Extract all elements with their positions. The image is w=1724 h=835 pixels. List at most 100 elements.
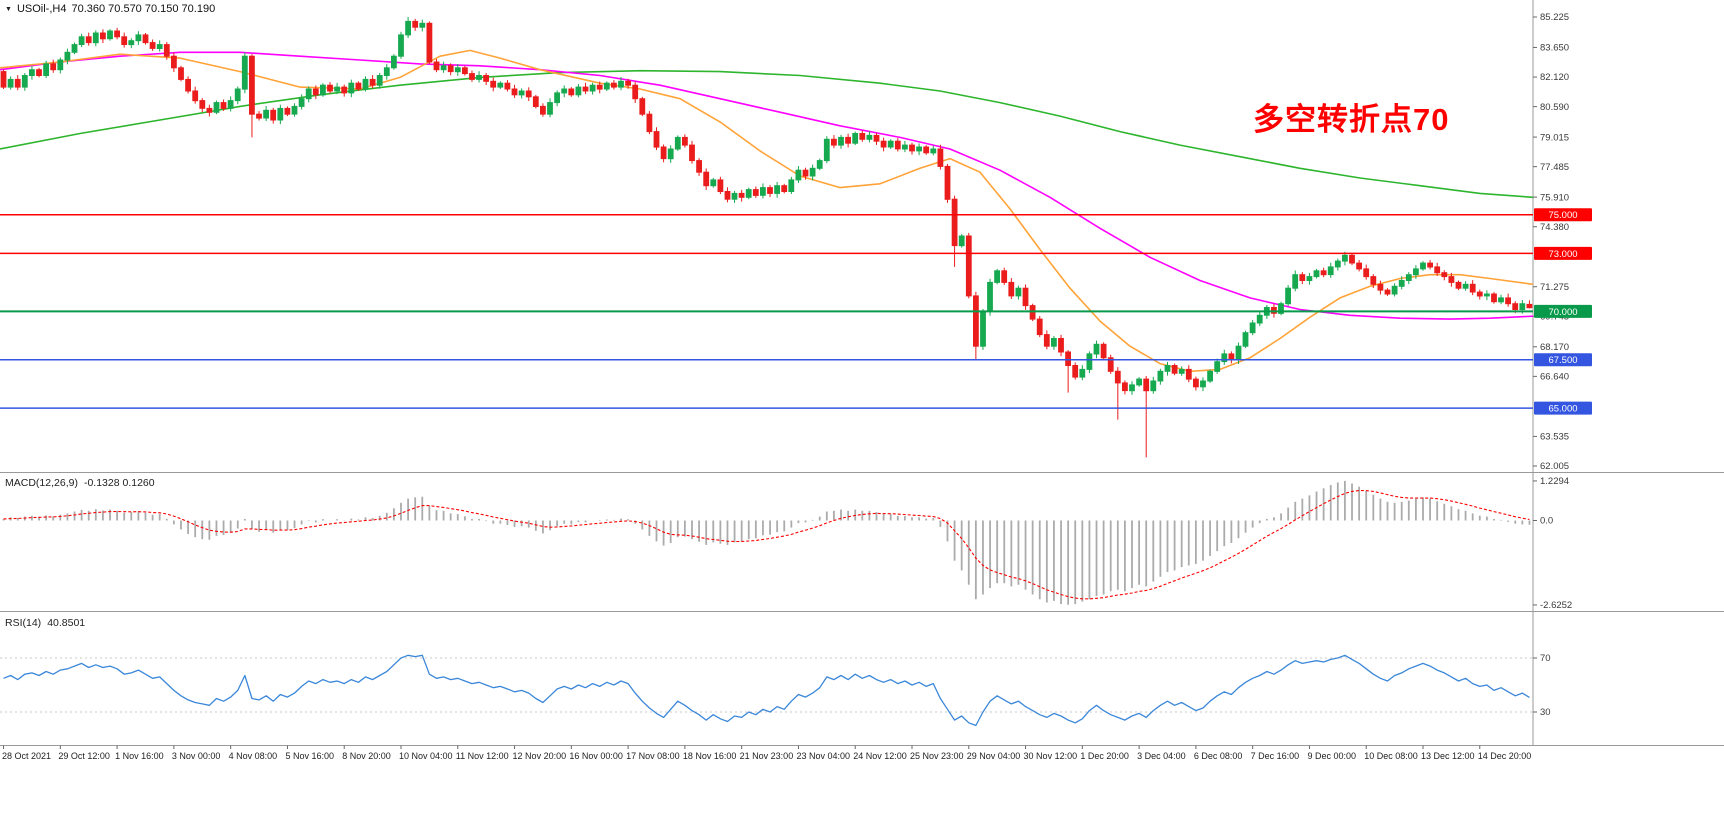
candle-down bbox=[1171, 365, 1178, 374]
candle-down bbox=[433, 61, 440, 71]
time-axis-label: 3 Nov 00:00 bbox=[172, 751, 221, 761]
candle-down bbox=[951, 198, 958, 247]
candle-up bbox=[987, 281, 993, 312]
candle-up bbox=[1391, 285, 1398, 295]
candle-up bbox=[234, 88, 241, 102]
candle-down bbox=[568, 88, 575, 96]
time-axis-label: 9 Dec 00:00 bbox=[1307, 751, 1356, 761]
candle-up bbox=[547, 102, 553, 115]
candle-up bbox=[518, 90, 525, 96]
candle-down bbox=[625, 80, 632, 86]
candle-down bbox=[1441, 272, 1448, 278]
candle-up bbox=[29, 69, 35, 76]
macd-axis-label: -2.6252 bbox=[1540, 600, 1572, 611]
candle-up bbox=[603, 82, 610, 90]
candle-up bbox=[838, 136, 844, 146]
price-axis-label: 68.170 bbox=[1540, 342, 1569, 353]
candle-down bbox=[532, 96, 539, 108]
candle-down bbox=[1143, 378, 1150, 392]
hline-price-badge bbox=[1534, 304, 1592, 318]
candle-up bbox=[916, 146, 923, 152]
candle-up bbox=[1242, 332, 1249, 347]
time-axis-label: 12 Nov 20:00 bbox=[513, 751, 567, 761]
candle-up bbox=[1334, 260, 1341, 268]
candle-down bbox=[341, 86, 348, 94]
candle-down bbox=[1448, 276, 1455, 283]
candle-down bbox=[717, 179, 724, 192]
price-axis-label: 85.225 bbox=[1540, 12, 1569, 23]
candle-up bbox=[497, 82, 504, 88]
candle-up bbox=[816, 160, 823, 169]
candle-up bbox=[1136, 378, 1142, 386]
candle-down bbox=[100, 32, 106, 40]
annotation-text[interactable]: 多空转折点70 bbox=[1253, 102, 1450, 137]
candle-down bbox=[163, 44, 170, 57]
time-axis-label: 23 Nov 04:00 bbox=[796, 751, 850, 761]
candle-down bbox=[256, 113, 262, 119]
candle-down bbox=[767, 187, 773, 194]
candle-up bbox=[618, 80, 624, 88]
candle-down bbox=[490, 80, 497, 88]
candle-up bbox=[1093, 343, 1100, 355]
time-axis-label: 4 Nov 08:00 bbox=[229, 751, 278, 761]
ma-line-slow-green bbox=[0, 69, 1534, 199]
candle-down bbox=[469, 73, 475, 80]
candle-up bbox=[1086, 353, 1093, 370]
candle-up bbox=[398, 34, 404, 57]
time-axis-label: 10 Nov 04:00 bbox=[399, 751, 453, 761]
candle-down bbox=[447, 65, 454, 73]
horizontal-lines: 75.000 73.000 70.000 67.500 65.000 bbox=[0, 208, 1592, 415]
candle-down bbox=[206, 107, 213, 113]
chart-menu-icon[interactable]: ▼ bbox=[5, 5, 12, 13]
candle-down bbox=[426, 22, 433, 63]
candle-down bbox=[965, 235, 972, 297]
candle-up bbox=[1079, 368, 1086, 378]
candle-up bbox=[852, 133, 859, 144]
rsi-label: RSI(14) bbox=[5, 617, 42, 629]
candle-down bbox=[1356, 262, 1362, 270]
candle-up bbox=[57, 59, 64, 71]
candle-down bbox=[511, 88, 518, 96]
candle-down bbox=[1271, 307, 1277, 314]
candle-up bbox=[71, 44, 78, 53]
candle-up bbox=[589, 84, 596, 92]
candle-down bbox=[1491, 293, 1497, 303]
candle-down bbox=[831, 138, 837, 146]
candle-down bbox=[682, 136, 688, 146]
candle-down bbox=[894, 140, 901, 150]
candle-up bbox=[1150, 380, 1157, 392]
candle-down bbox=[114, 30, 120, 38]
candle-down bbox=[1320, 270, 1327, 276]
candle-down bbox=[873, 134, 880, 142]
hline-price-badge bbox=[1534, 208, 1592, 222]
time-axis-label: 1 Dec 20:00 bbox=[1080, 751, 1129, 761]
macd-header: MACD(12,26,9) -0.1328 0.1260 bbox=[5, 477, 155, 489]
price-axis-label: 66.640 bbox=[1540, 372, 1569, 383]
candle-up bbox=[902, 144, 908, 150]
price-axis-label: 77.485 bbox=[1540, 162, 1569, 173]
candle-down bbox=[199, 100, 206, 109]
candle-down bbox=[284, 107, 291, 115]
candle-up bbox=[405, 20, 412, 36]
hline-badge-label: 67.500 bbox=[1548, 355, 1577, 366]
candle-up bbox=[667, 148, 674, 160]
candle-up bbox=[305, 88, 312, 100]
candle-up bbox=[1178, 368, 1185, 374]
candle-up bbox=[710, 179, 717, 187]
candle-up bbox=[128, 40, 135, 46]
candle-up bbox=[7, 78, 14, 88]
candle-down bbox=[412, 20, 419, 28]
candle-down bbox=[1377, 283, 1384, 291]
candle-up bbox=[1484, 293, 1490, 297]
rsi-axis-label: 70 bbox=[1540, 653, 1551, 664]
candle-down bbox=[1512, 303, 1519, 311]
candle-up bbox=[156, 44, 163, 49]
candle-down bbox=[142, 34, 149, 44]
candle-down bbox=[646, 113, 653, 133]
candle-down bbox=[270, 109, 277, 121]
candle-up bbox=[980, 310, 986, 347]
candle-down bbox=[1299, 274, 1306, 282]
candle-down bbox=[1384, 289, 1391, 295]
